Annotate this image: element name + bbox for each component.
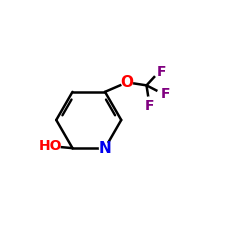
Circle shape xyxy=(158,89,166,98)
Circle shape xyxy=(41,137,60,156)
Text: F: F xyxy=(145,98,154,112)
Text: HO: HO xyxy=(39,139,62,153)
Text: F: F xyxy=(161,87,170,101)
Circle shape xyxy=(122,77,132,88)
Text: F: F xyxy=(157,65,166,79)
Circle shape xyxy=(154,68,163,77)
Circle shape xyxy=(144,97,154,106)
Text: O: O xyxy=(120,75,134,90)
Circle shape xyxy=(100,143,110,154)
Text: N: N xyxy=(98,141,112,156)
